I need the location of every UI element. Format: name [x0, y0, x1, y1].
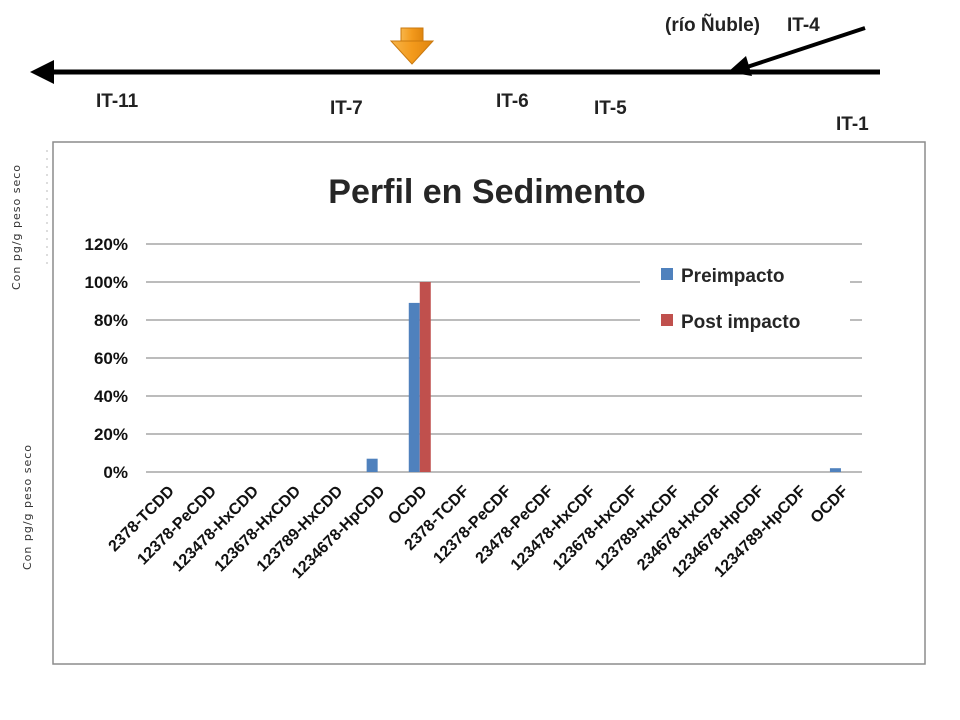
tributary-line	[743, 26, 866, 70]
y-tick-label: 0%	[103, 463, 128, 482]
y-tick-label: 40%	[94, 387, 128, 406]
bar-post-impacto-ocdd	[419, 282, 431, 472]
y-tick-label: 100%	[85, 273, 128, 292]
location-marker-icon	[389, 27, 435, 65]
river-arrowhead	[30, 60, 54, 84]
legend-swatch-post-impacto	[661, 314, 673, 326]
station-it-4: IT-4	[787, 15, 820, 36]
river-diagram: (río Ñuble) IT-4 IT-11 IT-7 IT-6 IT-5 IT…	[30, 14, 880, 135]
chart-frame	[52, 141, 926, 665]
chart-title: Perfil en Sedimento	[328, 173, 645, 211]
legend-swatch-preimpacto	[661, 268, 673, 280]
legend-label-post-impacto: Post impacto	[681, 312, 800, 333]
river-name: (río Ñuble)	[665, 14, 760, 36]
legend: Preimpacto Post impacto	[640, 255, 850, 345]
gridlines	[146, 243, 862, 473]
y-tick-label: 80%	[94, 311, 128, 330]
station-it-1: IT-1	[836, 114, 869, 135]
bars	[366, 282, 841, 472]
legend-box	[640, 255, 850, 345]
station-it-11: IT-11	[96, 91, 139, 112]
tributary-arrowhead	[728, 56, 752, 76]
bar-preimpacto-ocdd	[408, 302, 420, 472]
y-tick-label: 60%	[94, 349, 128, 368]
station-it-5: IT-5	[594, 98, 627, 119]
side-label-top: Con pg/g peso seco	[10, 164, 23, 290]
y-tick-label: 20%	[94, 425, 128, 444]
y-tick-label: 120%	[85, 235, 128, 254]
station-it-6: IT-6	[496, 91, 529, 112]
bar-preimpacto-1234678-hpcdd	[366, 458, 378, 472]
y-axis-ticks: 0% 20% 40% 60% 80% 100% 120%	[85, 235, 128, 482]
station-it-7: IT-7	[330, 98, 363, 119]
bar-preimpacto-ocdf	[829, 468, 841, 472]
legend-label-preimpacto: Preimpacto	[681, 266, 784, 287]
side-label-bottom: Con pg/g peso seco	[21, 444, 34, 570]
